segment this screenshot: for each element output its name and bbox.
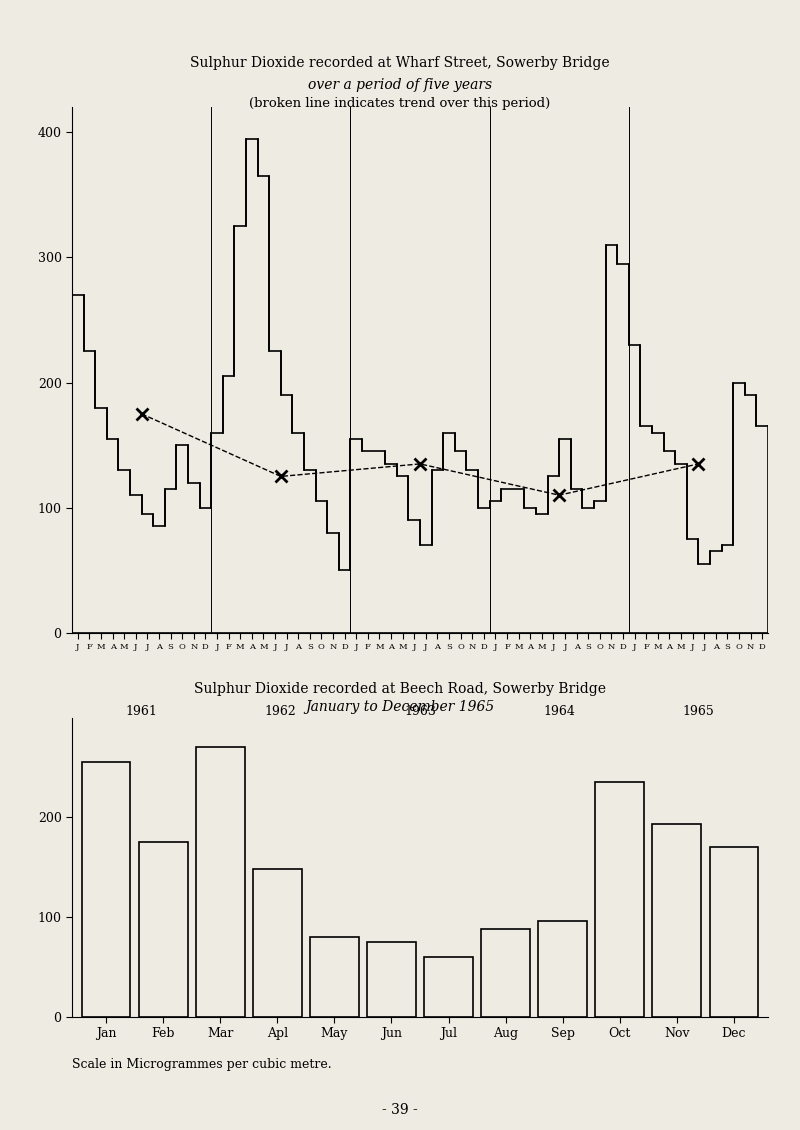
Text: - 39 -: - 39 -	[382, 1103, 418, 1118]
Bar	[82, 763, 130, 1017]
Bar	[367, 942, 416, 1017]
Text: January to December 1965: January to December 1965	[306, 699, 494, 714]
Bar	[710, 848, 758, 1017]
Bar	[424, 957, 473, 1017]
Text: 1963: 1963	[404, 705, 436, 719]
Text: Scale in Microgrammes per cubic metre.: Scale in Microgrammes per cubic metre.	[72, 1058, 332, 1071]
Bar	[253, 869, 302, 1017]
Text: 1961: 1961	[126, 705, 158, 719]
Text: 1962: 1962	[265, 705, 297, 719]
Bar	[538, 921, 587, 1017]
Text: Sulphur Dioxide recorded at Beech Road, Sowerby Bridge: Sulphur Dioxide recorded at Beech Road, …	[194, 681, 606, 696]
Text: over a period of five years: over a period of five years	[308, 78, 492, 93]
Bar	[653, 825, 701, 1017]
Text: Sulphur Dioxide recorded at Wharf Street, Sowerby Bridge: Sulphur Dioxide recorded at Wharf Street…	[190, 56, 610, 70]
Text: (broken line indicates trend over this period): (broken line indicates trend over this p…	[250, 97, 550, 111]
Text: 1964: 1964	[543, 705, 575, 719]
Bar	[139, 842, 187, 1017]
Bar	[310, 937, 358, 1017]
Bar	[595, 782, 644, 1017]
Bar	[196, 748, 245, 1017]
Bar	[482, 929, 530, 1017]
Text: 1965: 1965	[682, 705, 714, 719]
